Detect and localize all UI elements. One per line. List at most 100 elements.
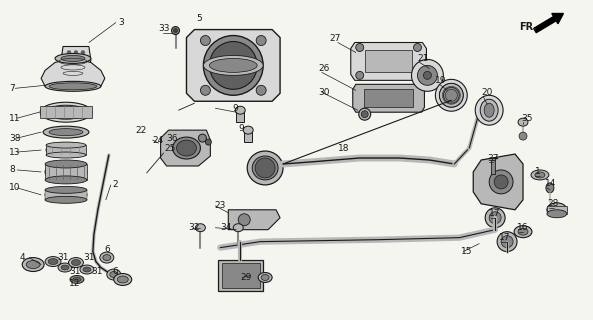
Ellipse shape <box>203 55 263 76</box>
Bar <box>547 206 567 214</box>
Text: 2: 2 <box>113 180 119 189</box>
Ellipse shape <box>480 99 498 121</box>
Ellipse shape <box>261 275 269 280</box>
Circle shape <box>489 170 513 194</box>
Circle shape <box>203 36 263 95</box>
Ellipse shape <box>22 258 44 271</box>
Ellipse shape <box>48 259 58 265</box>
Ellipse shape <box>547 203 567 217</box>
Ellipse shape <box>114 274 132 285</box>
Ellipse shape <box>247 151 283 185</box>
Ellipse shape <box>68 75 84 82</box>
FancyArrow shape <box>534 13 563 33</box>
Ellipse shape <box>117 276 128 283</box>
Ellipse shape <box>233 224 243 232</box>
Ellipse shape <box>531 170 549 180</box>
Ellipse shape <box>103 255 111 260</box>
Bar <box>218 260 263 292</box>
Bar <box>236 108 244 122</box>
Ellipse shape <box>546 183 554 193</box>
Text: 13: 13 <box>9 148 21 156</box>
Polygon shape <box>161 130 211 166</box>
Ellipse shape <box>71 76 81 81</box>
Ellipse shape <box>58 263 72 272</box>
Ellipse shape <box>177 140 196 156</box>
Ellipse shape <box>45 186 87 193</box>
Ellipse shape <box>45 161 87 183</box>
Ellipse shape <box>43 126 89 138</box>
Polygon shape <box>61 46 91 68</box>
Text: 7: 7 <box>9 84 15 93</box>
Text: 31: 31 <box>91 267 103 276</box>
Circle shape <box>209 42 257 89</box>
Circle shape <box>256 85 266 95</box>
Ellipse shape <box>205 139 211 145</box>
Ellipse shape <box>45 188 87 202</box>
Text: 6: 6 <box>113 267 119 276</box>
Circle shape <box>356 44 364 52</box>
Ellipse shape <box>209 59 257 72</box>
Circle shape <box>494 175 508 189</box>
Text: 31: 31 <box>69 267 81 276</box>
Ellipse shape <box>547 210 567 218</box>
Text: 6: 6 <box>105 245 110 254</box>
Ellipse shape <box>46 143 86 157</box>
Circle shape <box>413 71 422 79</box>
Circle shape <box>255 158 275 178</box>
Text: 20: 20 <box>481 88 493 97</box>
Bar <box>491 160 495 174</box>
Text: 4: 4 <box>19 253 25 262</box>
Ellipse shape <box>70 276 84 284</box>
Text: 31: 31 <box>57 253 69 262</box>
Ellipse shape <box>73 277 81 282</box>
Text: 34: 34 <box>221 223 232 232</box>
Bar <box>244 128 252 142</box>
Text: 1: 1 <box>535 167 541 176</box>
Bar <box>45 164 87 180</box>
Ellipse shape <box>45 196 87 203</box>
Text: 27: 27 <box>330 34 341 43</box>
Ellipse shape <box>484 103 494 117</box>
Text: 9: 9 <box>238 124 244 132</box>
Text: 14: 14 <box>545 180 556 188</box>
Ellipse shape <box>69 258 84 268</box>
Ellipse shape <box>83 267 91 272</box>
Bar <box>364 89 413 107</box>
Bar <box>222 262 260 288</box>
Ellipse shape <box>46 142 86 148</box>
Text: 11: 11 <box>9 114 21 123</box>
Circle shape <box>519 132 527 140</box>
Circle shape <box>67 51 71 54</box>
Circle shape <box>200 36 211 45</box>
Polygon shape <box>228 210 280 230</box>
Ellipse shape <box>40 102 92 122</box>
Polygon shape <box>351 43 426 80</box>
Ellipse shape <box>55 53 91 63</box>
Text: 19: 19 <box>435 76 447 85</box>
Text: 35: 35 <box>521 114 533 123</box>
Polygon shape <box>41 59 105 86</box>
Ellipse shape <box>199 134 206 142</box>
Text: 36: 36 <box>167 133 178 143</box>
Text: 18: 18 <box>338 144 349 153</box>
Ellipse shape <box>475 95 503 125</box>
Circle shape <box>356 71 364 79</box>
Bar <box>45 190 87 200</box>
Text: 32: 32 <box>189 223 200 232</box>
Text: 21: 21 <box>417 54 429 63</box>
Ellipse shape <box>417 65 438 85</box>
Ellipse shape <box>359 108 371 120</box>
Text: 17: 17 <box>499 233 511 242</box>
Ellipse shape <box>107 269 121 280</box>
Ellipse shape <box>439 83 463 107</box>
Text: 37: 37 <box>487 154 499 163</box>
Ellipse shape <box>45 257 61 267</box>
Bar <box>40 106 92 118</box>
Ellipse shape <box>49 83 97 90</box>
Ellipse shape <box>518 228 528 235</box>
Ellipse shape <box>61 55 85 61</box>
Ellipse shape <box>423 71 432 79</box>
Circle shape <box>413 44 422 52</box>
Ellipse shape <box>535 172 545 178</box>
Text: 10: 10 <box>9 183 21 192</box>
